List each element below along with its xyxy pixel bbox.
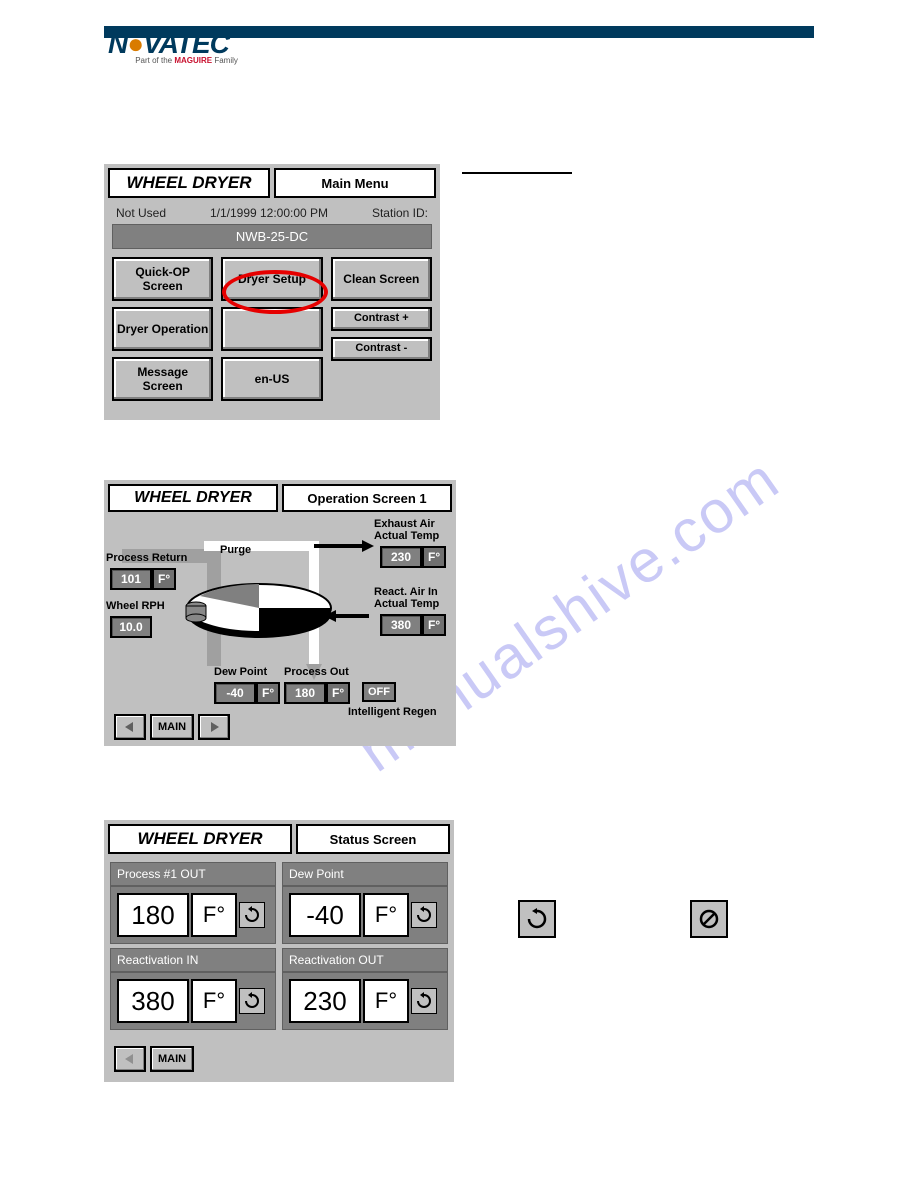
react-label: React. Air In Actual Temp: [374, 586, 454, 610]
panel3-title: WHEEL DRYER: [108, 824, 292, 854]
status-datetime: 1/1/1999 12:00:00 PM: [210, 206, 328, 220]
refresh-icon[interactable]: [239, 988, 265, 1014]
footer-bar: [104, 26, 814, 38]
nav-prev-button[interactable]: [114, 1046, 146, 1072]
triangle-right-icon: [209, 722, 219, 732]
purge-label: Purge: [220, 544, 251, 556]
react-unit: F°: [422, 614, 446, 636]
proc1-out-label: Process #1 OUT: [110, 862, 276, 886]
model-bar: NWB-25-DC: [112, 224, 432, 249]
react-out-unit: F°: [363, 979, 409, 1023]
locale-button[interactable]: en-US: [221, 357, 322, 401]
refresh-icon[interactable]: [239, 902, 265, 928]
message-screen-button[interactable]: Message Screen: [112, 357, 213, 401]
react-value: 380: [380, 614, 422, 636]
triangle-left-icon: [125, 1054, 135, 1064]
status-row: Not Used 1/1/1999 12:00:00 PM Station ID…: [104, 202, 440, 224]
horizontal-rule: [462, 172, 572, 174]
process-return-label: Process Return: [106, 552, 187, 564]
react-in-label: Reactivation IN: [110, 948, 276, 972]
dew-label: Dew Point: [282, 862, 448, 886]
status-station-id: Station ID:: [372, 206, 428, 220]
wheel-rph-value: 10.0: [110, 616, 152, 638]
contrast-minus-button[interactable]: Contrast -: [331, 337, 432, 361]
clean-screen-button[interactable]: Clean Screen: [331, 257, 432, 301]
proc1-out-value: 180: [117, 893, 189, 937]
exhaust-label: Exhaust Air Actual Temp: [374, 518, 454, 542]
nav-next-button[interactable]: [198, 714, 230, 740]
quick-op-button[interactable]: Quick-OP Screen: [112, 257, 213, 301]
process-return-unit: F°: [152, 568, 176, 590]
refresh-standalone-icon: [518, 900, 556, 938]
panel1-subtitle: Main Menu: [274, 168, 436, 198]
triangle-left-icon: [125, 722, 135, 732]
no-entry-icon: [690, 900, 728, 938]
main-menu-panel: WHEEL DRYER Main Menu Not Used 1/1/1999 …: [104, 164, 440, 420]
status-not-used: Not Used: [116, 206, 166, 220]
off-indicator: OFF: [362, 682, 396, 702]
status-screen-panel: WHEEL DRYER Status Screen Process #1 OUT…: [104, 820, 454, 1082]
dew-value: -40: [289, 893, 361, 937]
intel-regen-label: Intelligent Regen: [348, 706, 437, 718]
panel2-title: WHEEL DRYER: [108, 484, 278, 512]
panel2-subtitle: Operation Screen 1: [282, 484, 452, 512]
dew-point-unit: F°: [256, 682, 280, 704]
process-out-value: 180: [284, 682, 326, 704]
empty-button[interactable]: .: [221, 307, 322, 351]
process-return-value: 101: [110, 568, 152, 590]
react-in-value: 380: [117, 979, 189, 1023]
panel1-title: WHEEL DRYER: [108, 168, 270, 198]
operation-screen-panel: WHEEL DRYER Operation Screen 1: [104, 480, 456, 746]
refresh-icon[interactable]: [411, 988, 437, 1014]
dryer-operation-button[interactable]: Dryer Operation: [112, 307, 213, 351]
process-out-unit: F°: [326, 682, 350, 704]
nav-prev-button[interactable]: [114, 714, 146, 740]
dryer-setup-button[interactable]: Dryer Setup: [221, 257, 322, 301]
nav-main-button[interactable]: MAIN: [150, 714, 194, 740]
exhaust-unit: F°: [422, 546, 446, 568]
nav-main-button[interactable]: MAIN: [150, 1046, 194, 1072]
proc1-out-unit: F°: [191, 893, 237, 937]
contrast-plus-button[interactable]: Contrast +: [331, 307, 432, 331]
panel3-subtitle: Status Screen: [296, 824, 450, 854]
wheel-rph-label: Wheel RPH: [106, 600, 165, 612]
process-out-label: Process Out: [284, 666, 349, 678]
react-out-label: Reactivation OUT: [282, 948, 448, 972]
dew-point-value: -40: [214, 682, 256, 704]
react-in-unit: F°: [191, 979, 237, 1023]
dew-point-label: Dew Point: [214, 666, 267, 678]
react-out-value: 230: [289, 979, 361, 1023]
refresh-icon[interactable]: [411, 902, 437, 928]
dew-unit: F°: [363, 893, 409, 937]
exhaust-value: 230: [380, 546, 422, 568]
